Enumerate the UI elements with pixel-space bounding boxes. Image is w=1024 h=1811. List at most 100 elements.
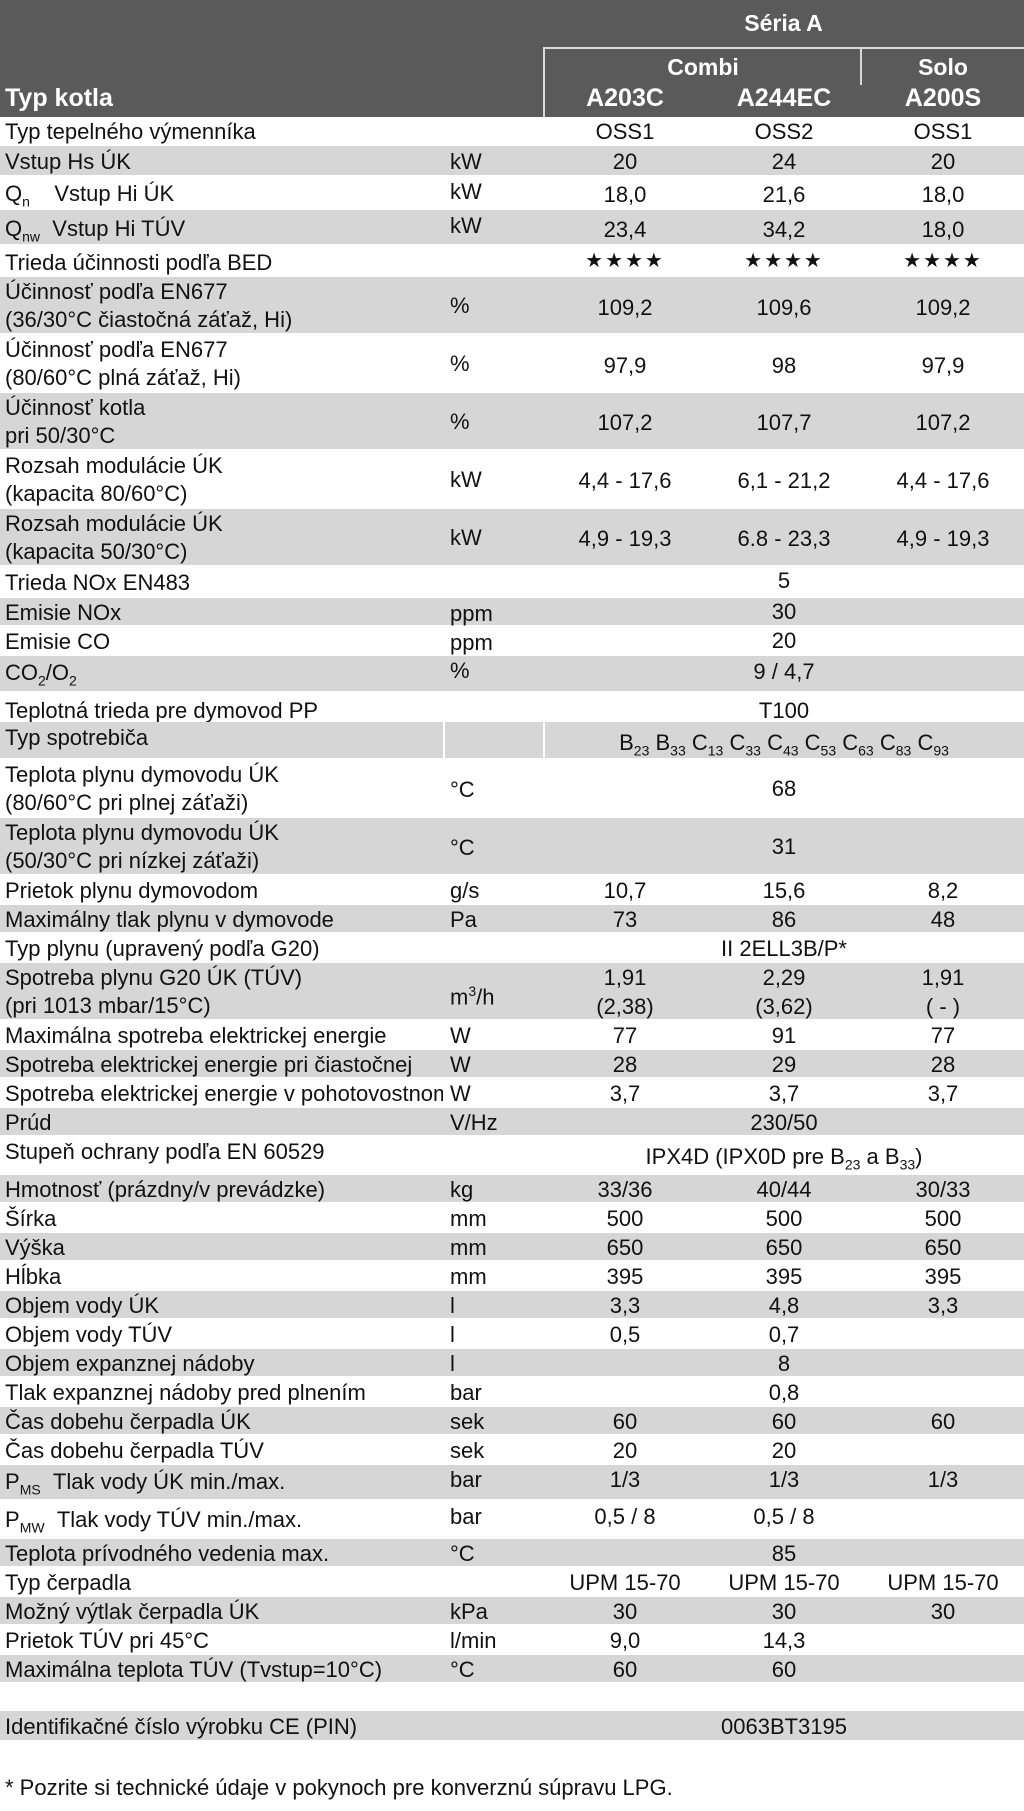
cell-a200s: 60 [930, 1409, 956, 1434]
table-row: Prúd V/Hz 230/50 [0, 1108, 1024, 1137]
cell-a200s: 395 [924, 1264, 962, 1289]
row-label: Stupeň ochrany podľa EN 60529 [5, 1139, 325, 1164]
appliance-code: B33 [655, 730, 686, 759]
cell-span: T100 [758, 698, 810, 723]
cell-a244ec: 60 [771, 1657, 797, 1682]
cell-a244ec: 15,6 [762, 878, 806, 903]
appliance-type-codes: B23 B33 C13 C33 C43 C53 C63 C83 C93 [545, 728, 1023, 765]
row-label-line2: (kapacita 80/60°C) [5, 481, 188, 506]
cell-a203c: 3,3 [609, 1293, 641, 1318]
cell-a203c: 18,0 [603, 182, 647, 207]
appliance-code: C83 [879, 730, 912, 759]
cell-a244ec: 6.8 - 23,3 [737, 526, 831, 551]
row-label-line2: (pri 1013 mbar/15°C) [5, 993, 211, 1018]
cell-a203c: 4,9 - 19,3 [578, 526, 672, 551]
cell-a203c: OSS1 [595, 119, 655, 144]
row-label: Maximálna spotreba elektrickej energie [5, 1023, 387, 1048]
row-unit: bar [450, 1380, 482, 1405]
label-text: Vstup Hi TÚV [52, 216, 186, 241]
cell-a203c: 1/3 [609, 1467, 641, 1492]
row-label: Typ plynu (upravený podľa G20) [5, 936, 320, 961]
row-unit: % [450, 293, 470, 318]
cell-a200s: 77 [930, 1023, 956, 1048]
row-label: PMW Tlak vody TÚV min./max. [5, 1505, 443, 1542]
model-a244ec: A244EC [736, 84, 832, 112]
row-unit: g/s [450, 878, 480, 903]
appliance-code-subscript: 93 [933, 742, 949, 759]
row-unit: ppm [450, 601, 493, 626]
label-symbol: CO [5, 660, 38, 685]
appliance-code: C13 [691, 730, 724, 759]
row-unit: l/min [450, 1628, 497, 1653]
row-unit: kW [450, 213, 482, 238]
star-rating: ★★★★ [903, 250, 983, 272]
cell-a203c: 20 [612, 1438, 638, 1463]
row-label-line2: (36/30°C čiastočná záťaž, Hi) [5, 307, 293, 332]
cell-a203c: 23,4 [603, 217, 647, 242]
label-symbol: Q [5, 181, 23, 206]
table-row: Výška mm 650 650 650 [0, 1233, 1024, 1262]
cell-a244ec: 3,7 [768, 1081, 800, 1106]
cell-a200s: 20 [930, 149, 956, 174]
cell-a200s: 107,2 [915, 410, 971, 435]
cell-span: 0,8 [768, 1380, 800, 1405]
row-label: Rozsah modulácie ÚK [5, 511, 223, 536]
model-a203c: A203C [586, 84, 664, 112]
row-label: Trieda účinnosti podľa BED [5, 250, 273, 275]
table-row: Qnw Vstup Hi TÚV kW 23,4 34,2 18,0 [0, 210, 1024, 246]
row-unit: l [450, 1322, 455, 1347]
row-unit: °C [450, 1541, 475, 1566]
row-label: Trieda NOx EN483 [5, 570, 191, 595]
cell-a203c: 30 [612, 1599, 638, 1624]
series-title: Séria A [744, 10, 823, 36]
cell-span: 68 [771, 776, 797, 801]
row-unit: mm [450, 1235, 487, 1260]
row-label: Spotreba elektrickej energie pri čiastoč… [5, 1052, 413, 1077]
table-row: Účinnosť podľa EN677 (36/30°C čiastočná … [0, 277, 1024, 335]
cell-a244ec: 98 [771, 353, 797, 378]
table-row: Možný výtlak čerpadla ÚK kPa 30 30 30 [0, 1597, 1024, 1626]
appliance-code-subscript: 53 [820, 742, 837, 759]
table-row: Identifikačné číslo výrobku CE (PIN) 006… [0, 1711, 1024, 1742]
cell-a244ec: 6,1 - 21,2 [737, 468, 831, 493]
cell-a244ec: 650 [765, 1235, 803, 1260]
table-row: Typ plynu (upravený podľa G20) II 2ELL3B… [0, 934, 1024, 963]
cell-a244ec: 109,6 [756, 295, 812, 320]
cell-a244ec: 395 [765, 1264, 803, 1289]
unit-suffix: /h [476, 984, 495, 1010]
row-unit: bar [450, 1467, 482, 1492]
table-row: Prietok TÚV pri 45°C l/min 9,0 14,3 [0, 1626, 1024, 1655]
row-label: Prúd [5, 1110, 52, 1135]
table-row: Teplota prívodného vedenia max. °C 85 [0, 1539, 1024, 1568]
table-row: CO2/O2 % 9 / 4,7 [0, 656, 1024, 693]
cell-a200s: OSS1 [913, 119, 973, 144]
cell-span: 85 [771, 1541, 797, 1566]
table-row: Čas dobehu čerpadla ÚK sek 60 60 60 [0, 1407, 1024, 1436]
row-unit: kW [450, 467, 482, 492]
table-row: Prietok plynu dymovodom g/s 10,7 15,6 8,… [0, 876, 1024, 905]
row-unit: % [450, 351, 470, 376]
cell-span: 20 [771, 628, 797, 653]
cell-a244ec: 40/44 [756, 1177, 812, 1202]
row-unit: Pa [450, 907, 477, 932]
row-unit: V/Hz [450, 1110, 498, 1135]
row-label: Hmotnosť (prázdny/v prevádzke) [5, 1177, 326, 1202]
table-row: Maximálny tlak plynu v dymovode Pa 73 86… [0, 905, 1024, 934]
row-unit: ppm [450, 630, 493, 655]
table-row: Teplota plynu dymovodu ÚK (80/60°C pri p… [0, 760, 1024, 818]
row-label-line2: pri 50/30°C [5, 423, 116, 448]
cell-a200s-tuv: ( - ) [925, 994, 961, 1019]
appliance-code: C93 [917, 730, 949, 759]
star-rating: ★★★★ [585, 250, 665, 272]
row-unit: W [450, 1023, 471, 1048]
table-row: Vstup Hs ÚK kW 20 24 20 [0, 146, 1024, 177]
row-unit: °C [450, 835, 475, 860]
row-unit: kW [450, 149, 482, 174]
cell-a203c: 77 [612, 1023, 638, 1048]
label-subscript: 2 [38, 672, 46, 689]
label-symbol: P [5, 1507, 20, 1532]
cell-a203c: 500 [606, 1206, 644, 1231]
span-text: a B [860, 1144, 900, 1169]
row-label-line2: (kapacita 50/30°C) [5, 539, 188, 564]
table-row: Tlak expanznej nádoby pred plnením bar 0… [0, 1378, 1024, 1407]
